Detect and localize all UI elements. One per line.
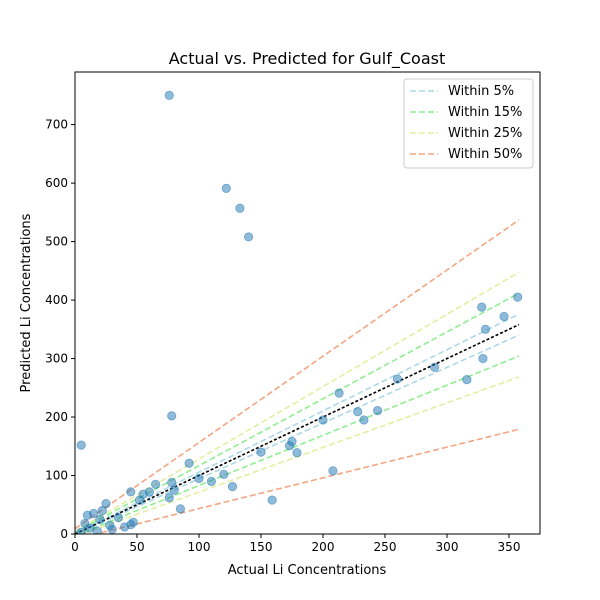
data-point [292,448,302,458]
x-tick-label: 150 [250,540,273,554]
y-tick-label: 600 [45,176,68,190]
data-point [76,440,86,450]
data-point [194,473,204,484]
data-point [462,375,472,385]
legend: Within 5% Within 15% Within 25% Within 50% [403,78,534,169]
data-point [206,476,216,486]
data-point [97,506,107,516]
legend-label-within-15-: Within 15% [448,105,522,120]
legend-label-within-5-: Within 5% [448,84,514,99]
y-tick-label: 500 [45,235,68,249]
data-point [334,388,344,398]
within-5--upper-line [75,313,520,534]
y-axis: 0 100 200 300 400 500 600 700 [45,118,75,541]
data-point [328,466,338,476]
scatter-points [76,90,523,534]
legend-frame [403,78,534,169]
x-tick-label: 50 [129,540,144,554]
x-tick-label: 350 [498,540,521,554]
data-point [92,526,102,534]
data-point [113,513,124,523]
y-tick-label: 300 [45,352,68,366]
data-point [477,302,487,312]
data-point [126,487,136,497]
data-point [513,292,523,302]
x-axis-label: Actual Li Concentrations [228,563,387,578]
data-point [227,482,238,492]
data-point [101,498,111,509]
data-point [134,495,145,505]
x-tick-label: 0 [71,540,79,554]
axes-frame [74,71,541,535]
y-tick-label: 700 [45,118,68,132]
within-50--upper-line [75,219,520,530]
data-point [235,203,245,213]
data-point [429,362,440,372]
chart-title: Actual vs. Predicted for Gulf_Coast [169,49,445,69]
data-point [244,232,254,242]
data-point [392,374,402,384]
data-point [256,447,266,457]
y-axis-label: Predicted Li Concentrations [19,213,34,392]
data-point [164,90,174,100]
x-tick-label: 300 [436,540,459,554]
data-point [169,485,179,495]
data-point [107,524,117,534]
data-point [219,469,229,479]
data-point [480,324,491,334]
within-5--lower-line [75,334,520,534]
data-point [76,527,86,534]
data-point [478,353,488,364]
legend-label-within-25-: Within 25% [448,126,522,141]
data-point [221,183,231,193]
x-tick-label: 100 [188,540,211,554]
data-point [82,510,93,520]
data-point [167,477,177,488]
within-15--lower-line [76,355,520,534]
data-point [175,504,185,514]
data-point [164,493,174,503]
legend-label-within-50-: Within 50% [448,147,522,162]
y-tick-label: 400 [45,293,68,307]
y-tick-label: 100 [45,469,68,483]
within-50--lower-line [92,428,520,534]
data-point [167,411,177,421]
x-tick-label: 250 [374,540,397,554]
data-point [151,479,161,489]
data-point [120,522,130,532]
data-point [353,407,363,417]
x-axis: 0 50 100 150 200 250 300 350 [71,534,520,554]
data-point [184,458,194,468]
data-point [318,415,328,425]
x-tick-label: 200 [312,540,335,554]
data-point [499,311,509,322]
data-point [95,514,105,524]
data-point [372,406,383,416]
data-point [359,415,369,425]
identity-line [75,323,520,534]
y-tick-label: 200 [45,410,68,424]
y-tick-label: 0 [60,527,68,541]
data-point [267,495,277,505]
data-point [287,436,297,447]
